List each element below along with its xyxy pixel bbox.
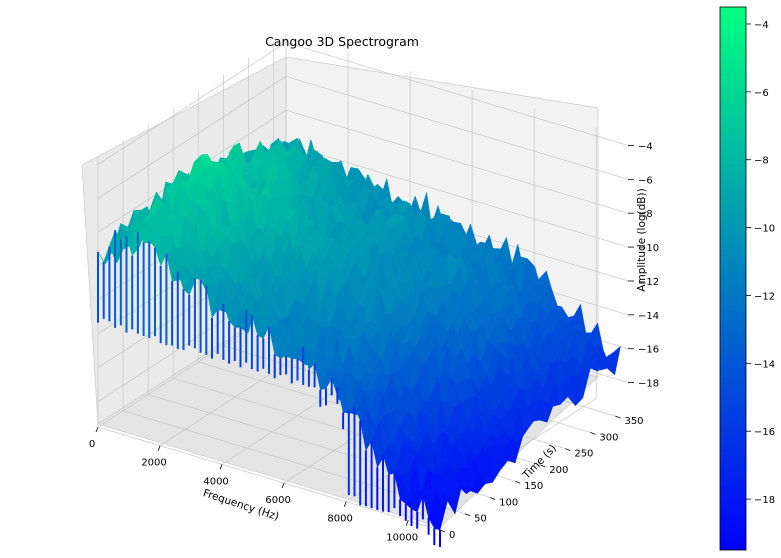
z-tick-label: −12 xyxy=(638,277,659,288)
y-axis-label: Time (s) xyxy=(520,442,559,482)
y-tick xyxy=(515,480,521,484)
y-tick xyxy=(439,529,446,533)
y-tick-label: 100 xyxy=(499,497,518,508)
chart-title: Cangoo 3D Spectrogram xyxy=(265,34,419,49)
colorbar-tick-label: −14 xyxy=(754,359,775,370)
y-tick-label: 300 xyxy=(599,432,618,443)
surface-patch xyxy=(434,500,448,531)
spectrogram-surface xyxy=(97,137,621,531)
colorbar-tick-label: −8 xyxy=(754,156,769,167)
x-tick-label: 6000 xyxy=(265,495,290,506)
x-tick xyxy=(95,426,99,433)
grid-line-z xyxy=(97,75,629,199)
grid-line-z xyxy=(97,109,629,233)
x-tick xyxy=(219,464,223,470)
amplitude-axis: −4 −6 −8 −10 −12 −14 −16 −18 xyxy=(628,141,659,390)
y-tick-label: 250 xyxy=(574,449,593,460)
y-tick xyxy=(565,448,571,452)
x-tick xyxy=(281,482,285,489)
colorbar-tick-label: −4 xyxy=(754,20,769,31)
y-tick-label: 150 xyxy=(524,481,543,492)
x-tick xyxy=(157,445,161,451)
colorbar: −4 −6 −8 −10 −12 −14 −16 −18 xyxy=(719,6,775,551)
time-axis: 0 50 100 150 200 250 300 350 xyxy=(439,415,644,541)
colorbar-tick-label: −6 xyxy=(754,88,769,99)
z-tick-label: −14 xyxy=(638,311,659,322)
y-tick xyxy=(540,464,546,468)
x-tick-label: 2000 xyxy=(141,458,166,469)
colorbar-tick-label: −18 xyxy=(754,495,775,506)
z-tick-label: −18 xyxy=(638,379,659,390)
z-tick-label: −6 xyxy=(638,175,653,186)
colorbar-tick-label: −12 xyxy=(754,291,775,302)
x-tick-label: 0 xyxy=(89,439,95,450)
x-tick-label: 8000 xyxy=(327,514,352,525)
y-tick xyxy=(590,432,596,435)
y-tick-label: 200 xyxy=(549,465,568,476)
x-tick xyxy=(343,501,347,507)
y-tick xyxy=(464,513,471,517)
y-tick-label: 350 xyxy=(624,416,643,427)
z-tick-label: −16 xyxy=(638,345,659,356)
grid-line-z xyxy=(97,42,629,165)
z-tick-label: −4 xyxy=(638,141,653,152)
colorbar-gradient xyxy=(719,6,747,551)
z-tick-label: −10 xyxy=(638,243,659,254)
x-tick-label: 4000 xyxy=(203,476,228,487)
colorbar-tick-label: −10 xyxy=(754,224,775,235)
y-tick xyxy=(615,415,621,419)
y-tick-label: 50 xyxy=(474,514,487,525)
z-axis-label: Amplitude (log(dB)) xyxy=(636,188,648,291)
y-tick xyxy=(489,497,496,500)
colorbar-tick-label: −16 xyxy=(754,427,775,438)
surface-spikes xyxy=(97,230,441,547)
z-tick-label: −8 xyxy=(638,209,653,220)
x-tick xyxy=(405,520,409,526)
frequency-axis: 0 2000 4000 6000 8000 10000 xyxy=(89,426,418,543)
x-tick-label: 10000 xyxy=(386,532,418,543)
y-tick-label: 0 xyxy=(449,530,455,541)
